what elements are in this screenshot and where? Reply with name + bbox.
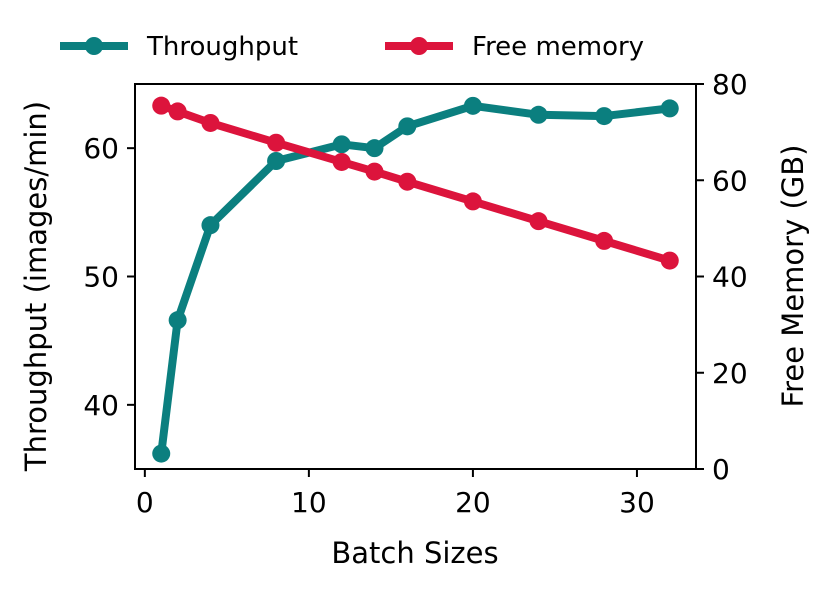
x-tick-label: 0 (136, 486, 154, 519)
data-point-free-memory (267, 133, 286, 152)
series-layer (152, 96, 679, 463)
data-point-free-memory (168, 102, 187, 121)
x-tick-label: 30 (619, 486, 655, 519)
data-point-throughput (660, 99, 679, 118)
data-point-throughput (595, 107, 614, 126)
data-point-throughput (332, 135, 351, 154)
data-point-throughput (168, 311, 187, 330)
data-point-throughput (398, 117, 417, 136)
series-line-throughput (157, 101, 674, 458)
legend: Throughput Free memory (60, 32, 644, 62)
data-point-free-memory (201, 113, 220, 132)
legend-marker-throughput (85, 37, 103, 55)
legend-item-free-memory: Free memory (385, 32, 644, 62)
y-left-tick-label: 40 (83, 389, 119, 422)
data-point-free-memory (463, 192, 482, 211)
x-axis-ticks: 0 10 20 30 (136, 469, 655, 519)
data-point-throughput (365, 139, 384, 158)
legend-marker-free-memory (410, 37, 428, 55)
x-tick-label: 20 (455, 486, 491, 519)
data-point-throughput (267, 152, 286, 170)
y-right-tick-label: 0 (712, 453, 730, 486)
x-tick-label: 10 (291, 486, 327, 519)
data-point-throughput (463, 96, 482, 115)
y-right-axis-ticks: 0 20 40 60 80 (696, 68, 748, 486)
legend-label-free-memory: Free memory (472, 32, 644, 62)
legend-item-throughput: Throughput (60, 32, 298, 62)
y-right-tick-label: 80 (712, 68, 748, 101)
data-point-free-memory (365, 162, 384, 181)
y-left-tick-label: 60 (83, 132, 119, 165)
y-right-tick-label: 20 (712, 357, 748, 390)
plot-area (134, 83, 697, 470)
data-point-throughput (529, 105, 548, 124)
x-axis-label: Batch Sizes (331, 536, 498, 570)
y-left-axis-ticks: 40 50 60 (83, 132, 135, 422)
data-point-free-memory (152, 96, 171, 115)
data-point-free-memory (660, 251, 679, 270)
data-point-free-memory (595, 231, 614, 250)
y-left-tick-label: 50 (83, 261, 119, 294)
y-right-tick-label: 60 (712, 164, 748, 197)
data-point-free-memory (529, 212, 548, 231)
y-left-axis-label: Throughput (images/min) (19, 101, 53, 472)
data-point-free-memory (332, 152, 351, 171)
data-point-throughput (201, 216, 220, 235)
y-right-axis-label: Free Memory (GB) (776, 145, 810, 408)
legend-label-throughput: Throughput (146, 32, 298, 62)
data-point-throughput (152, 444, 171, 463)
data-point-free-memory (398, 172, 417, 191)
y-right-tick-label: 40 (712, 261, 748, 294)
